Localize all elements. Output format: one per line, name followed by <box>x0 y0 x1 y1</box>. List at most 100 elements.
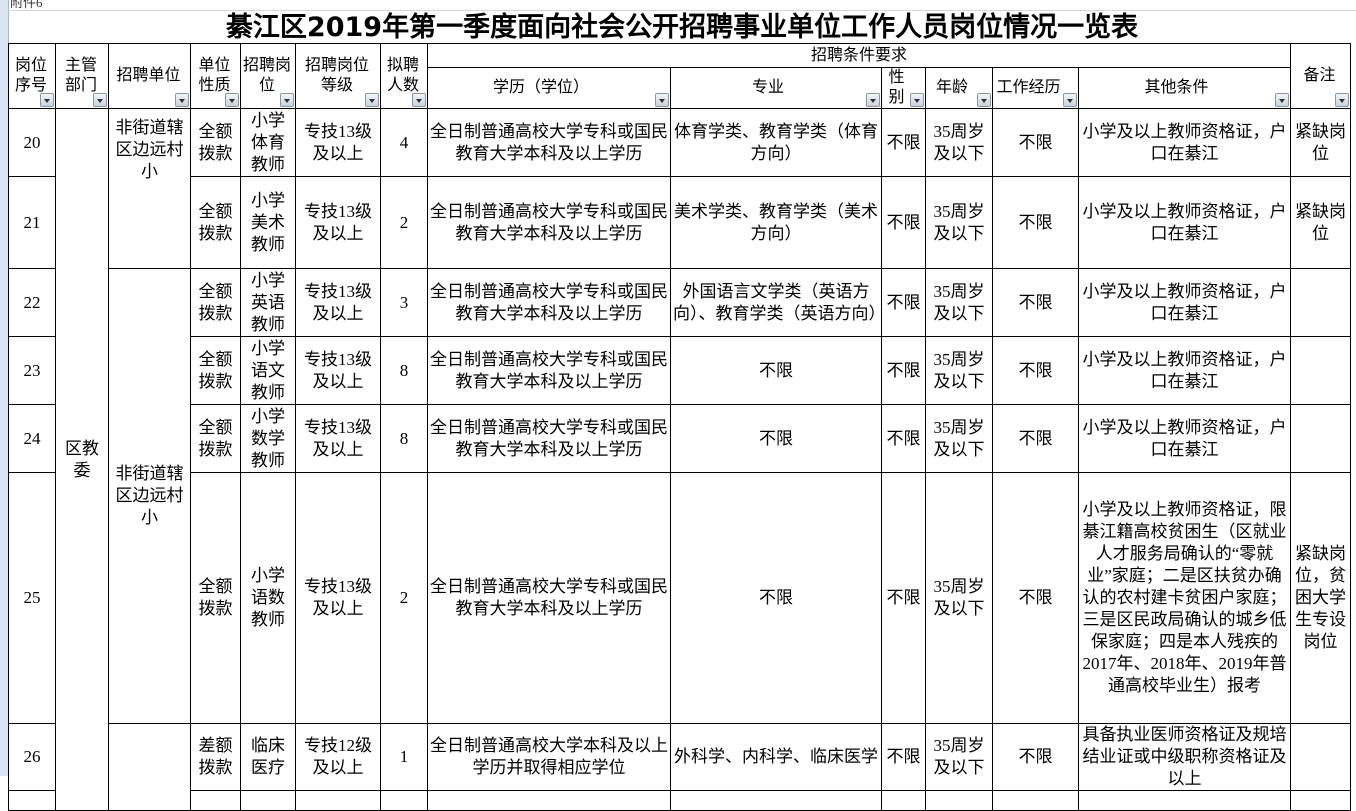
cell-nature[interactable]: 差额拨款 <box>190 723 241 791</box>
cell-nature[interactable]: 全额拨款 <box>190 176 241 269</box>
cell-gender[interactable] <box>881 790 926 811</box>
cell-nature[interactable]: 全额拨款 <box>190 268 241 337</box>
cell-seq[interactable]: 25 <box>8 472 56 724</box>
cell-unit[interactable]: 非街道辖区边远村小 <box>108 268 191 724</box>
cell-other[interactable]: 小学及以上教师资格证，户口在綦江 <box>1078 404 1291 473</box>
cell-seq[interactable]: 23 <box>8 336 56 405</box>
cell-seq[interactable]: 24 <box>8 404 56 473</box>
cell-gender[interactable]: 不限 <box>881 336 926 405</box>
cell-edu[interactable]: 全日制普通高校大学专科或国民教育大学本科及以上学历 <box>427 268 671 337</box>
cell-grade[interactable]: 专技13级及以上 <box>295 336 381 405</box>
cell-gender[interactable]: 不限 <box>881 108 926 177</box>
cell-grade[interactable]: 专技13级及以上 <box>295 472 381 724</box>
cell-major[interactable]: 外国语言文学类（英语方向）、教育学类（英语方向） <box>670 268 882 337</box>
cell-grade[interactable] <box>295 790 381 811</box>
cell-edu[interactable]: 全日制普通高校大学本科及以上学历并取得相应学位 <box>427 723 671 791</box>
cell-nature[interactable]: 全额拨款 <box>190 472 241 724</box>
cell-major[interactable]: 外科学、内科学、临床医学 <box>670 723 882 791</box>
filter-dropdown-icon[interactable] <box>910 93 924 107</box>
cell-edu[interactable]: 全日制普通高校大学专科或国民教育大学本科及以上学历 <box>427 336 671 405</box>
cell-seq[interactable]: 20 <box>8 108 56 177</box>
cell-major[interactable]: 美术学类、教育学类（美术方向） <box>670 176 882 269</box>
cell-grade[interactable]: 专技12级及以上 <box>295 723 381 791</box>
cell-post[interactable]: 临床医疗 <box>240 723 296 791</box>
cell-count[interactable] <box>380 790 428 811</box>
cell-count[interactable]: 1 <box>380 723 428 791</box>
cell-remark[interactable] <box>1290 723 1351 791</box>
cell-seq[interactable]: 22 <box>8 268 56 337</box>
cell-edu[interactable]: 全日制普通高校大学专科或国民教育大学本科及以上学历 <box>427 472 671 724</box>
cell-age[interactable]: 35周岁及以下 <box>925 108 993 177</box>
cell-edu[interactable]: 全日制普通高校大学专科或国民教育大学本科及以上学历 <box>427 404 671 473</box>
filter-dropdown-icon[interactable] <box>1063 93 1077 107</box>
cell-post[interactable]: 小学体育教师 <box>240 108 296 177</box>
cell-remark[interactable] <box>1290 790 1351 811</box>
cell-remark[interactable] <box>1290 268 1351 337</box>
cell-remark[interactable]: 紧缺岗位，贫困大学生专设岗位 <box>1290 472 1351 724</box>
cell-gender[interactable]: 不限 <box>881 268 926 337</box>
cell-major[interactable]: 体育学类、教育学类（体育方向） <box>670 108 882 177</box>
cell-remark[interactable] <box>1290 404 1351 473</box>
cell-post[interactable]: 小学美术教师 <box>240 176 296 269</box>
filter-dropdown-icon[interactable] <box>977 93 991 107</box>
cell-exp[interactable]: 不限 <box>992 336 1079 405</box>
cell-age[interactable]: 35周岁及以下 <box>925 176 993 269</box>
cell-count[interactable]: 2 <box>380 472 428 724</box>
filter-dropdown-icon[interactable] <box>40 93 54 107</box>
cell-major[interactable] <box>670 790 882 811</box>
cell-grade[interactable]: 专技13级及以上 <box>295 268 381 337</box>
cell-nature[interactable]: 全额拨款 <box>190 404 241 473</box>
cell-age[interactable]: 35周岁及以下 <box>925 723 993 791</box>
filter-dropdown-icon[interactable] <box>280 93 294 107</box>
filter-dropdown-icon[interactable] <box>866 93 880 107</box>
cell-post[interactable]: 小学语文教师 <box>240 336 296 405</box>
cell-gender[interactable]: 不限 <box>881 723 926 791</box>
cell-other[interactable]: 小学及以上教师资格证，户口在綦江 <box>1078 108 1291 177</box>
cell-major[interactable]: 不限 <box>670 404 882 473</box>
cell-nature[interactable]: 全额拨款 <box>190 108 241 177</box>
filter-dropdown-icon[interactable] <box>365 93 379 107</box>
cell-exp[interactable]: 不限 <box>992 472 1079 724</box>
cell-edu[interactable] <box>427 790 671 811</box>
cell-count[interactable]: 8 <box>380 336 428 405</box>
cell-seq[interactable]: 21 <box>8 176 56 269</box>
cell-other[interactable]: 小学及以上教师资格证，限綦江籍高校贫困生（区就业人才服务局确认的“零就业”家庭；… <box>1078 472 1291 724</box>
cell-count[interactable]: 2 <box>380 176 428 269</box>
cell-unit[interactable] <box>108 723 191 811</box>
cell-grade[interactable]: 专技13级及以上 <box>295 108 381 177</box>
cell-post[interactable]: 小学英语教师 <box>240 268 296 337</box>
cell-age[interactable]: 35周岁及以下 <box>925 472 993 724</box>
filter-dropdown-icon[interactable] <box>93 93 107 107</box>
cell-edu[interactable]: 全日制普通高校大学专科或国民教育大学本科及以上学历 <box>427 108 671 177</box>
cell-grade[interactable]: 专技13级及以上 <box>295 404 381 473</box>
cell-unit[interactable]: 非街道辖区边远村小 <box>108 108 191 269</box>
cell-remark[interactable]: 紧缺岗位 <box>1290 176 1351 269</box>
cell-edu[interactable]: 全日制普通高校大学专科或国民教育大学本科及以上学历 <box>427 176 671 269</box>
cell-nature[interactable] <box>190 790 241 811</box>
filter-dropdown-icon[interactable] <box>655 93 669 107</box>
cell-remark[interactable]: 紧缺岗位 <box>1290 108 1351 177</box>
cell-age[interactable]: 35周岁及以下 <box>925 268 993 337</box>
filter-dropdown-icon[interactable] <box>175 93 189 107</box>
filter-dropdown-icon[interactable] <box>225 93 239 107</box>
cell-exp[interactable]: 不限 <box>992 723 1079 791</box>
cell-other[interactable]: 小学及以上教师资格证，户口在綦江 <box>1078 268 1291 337</box>
cell-other[interactable] <box>1078 790 1291 811</box>
cell-gender[interactable]: 不限 <box>881 176 926 269</box>
cell-seq[interactable] <box>8 790 56 811</box>
cell-age[interactable] <box>925 790 993 811</box>
filter-dropdown-icon[interactable] <box>1335 93 1349 107</box>
cell-other[interactable]: 具备执业医师资格证及规培结业证或中级职称资格证及以上 <box>1078 723 1291 791</box>
cell-exp[interactable] <box>992 790 1079 811</box>
cell-gender[interactable]: 不限 <box>881 404 926 473</box>
cell-count[interactable]: 8 <box>380 404 428 473</box>
cell-exp[interactable]: 不限 <box>992 176 1079 269</box>
cell-exp[interactable]: 不限 <box>992 404 1079 473</box>
cell-seq[interactable]: 26 <box>8 723 56 791</box>
cell-gender[interactable]: 不限 <box>881 472 926 724</box>
cell-exp[interactable]: 不限 <box>992 108 1079 177</box>
cell-exp[interactable]: 不限 <box>992 268 1079 337</box>
cell-count[interactable]: 3 <box>380 268 428 337</box>
cell-other[interactable]: 小学及以上教师资格证，户口在綦江 <box>1078 336 1291 405</box>
cell-dept[interactable]: 区教委 <box>55 108 109 811</box>
